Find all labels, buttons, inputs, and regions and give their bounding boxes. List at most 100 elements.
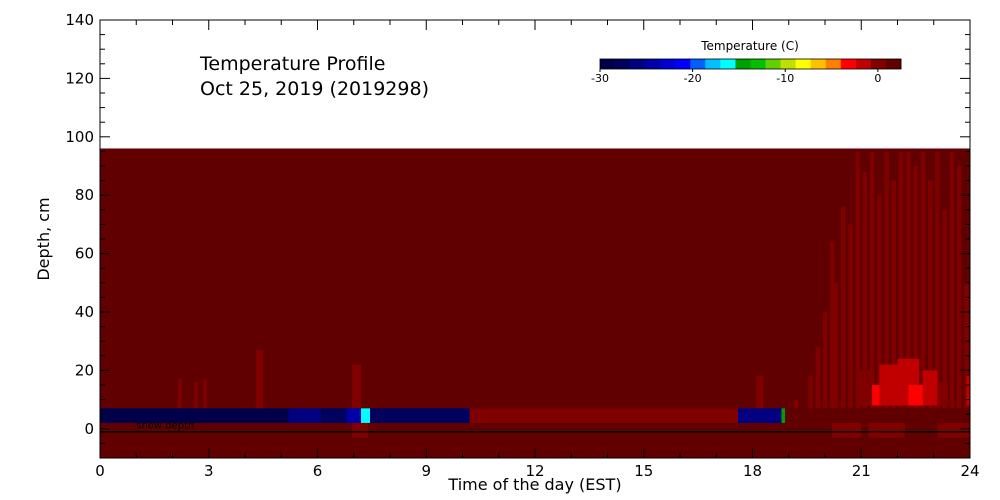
colorbar-swatch-4 (660, 59, 676, 69)
heatmap-column-7 (848, 224, 853, 409)
heatmap-patch-6 (937, 382, 949, 406)
heatmap-column-2 (815, 347, 820, 409)
colorbar-swatch-12 (780, 59, 796, 69)
surface-band-segment-2 (321, 408, 347, 423)
colorbar-swatch-2 (630, 59, 646, 69)
heatmap-spike-5 (756, 376, 764, 409)
heatmap-column-1 (808, 376, 813, 409)
heatmap-column-12 (884, 151, 889, 409)
heatmap-column-21 (949, 151, 955, 409)
surface-band-segment-1 (288, 408, 322, 423)
surface-band-segment-0 (100, 408, 289, 423)
heatmap-patch-7 (966, 376, 970, 406)
snow-depth-label: snow depth (136, 421, 194, 432)
x-tick-label-0: 0 (95, 462, 105, 480)
heatmap-spike-2 (203, 379, 207, 409)
chart-title-line-1: Temperature Profile (199, 53, 385, 75)
surface-band-segment-6 (469, 408, 738, 423)
x-axis-label: Time of the day (EST) (447, 475, 621, 494)
y-tick-label-5: 100 (65, 128, 94, 146)
x-tick-label-8: 24 (960, 462, 979, 480)
heatmap-spike-3 (255, 349, 264, 409)
colorbar-tick-label-1: -20 (684, 72, 702, 85)
colorbar-swatch-6 (690, 59, 706, 69)
heatmap-column-16 (913, 166, 918, 409)
x-tick-label-7: 21 (852, 462, 871, 480)
below-band-segment-0 (351, 422, 369, 438)
colorbar-swatch-8 (720, 59, 736, 69)
y-tick-label-7: 140 (65, 11, 94, 29)
x-tick-label-2: 6 (313, 462, 323, 480)
x-tick-label-5: 15 (634, 462, 653, 480)
y-axis-label: Depth, cm (34, 197, 53, 280)
colorbar-frame (599, 58, 902, 70)
colorbar-swatch-18 (870, 59, 887, 69)
x-tick-label-1: 3 (204, 462, 214, 480)
colorbar-swatch-5 (675, 59, 691, 69)
colorbar-tick-label-2: -10 (776, 72, 794, 85)
surface-band-segment-4 (361, 408, 371, 423)
heatmap-column-6 (840, 206, 846, 409)
x-tick-label-3: 9 (421, 462, 431, 480)
colorbar-tick-label-3: 0 (874, 72, 881, 85)
y-tick-label-1: 20 (75, 361, 94, 379)
heatmap-column-15 (906, 151, 911, 409)
axis-ticks: 0 3 6 9 12 15 18 21 24 0 20 40 60 80 100 120 140 (65, 11, 979, 480)
colorbar-swatch-3 (645, 59, 661, 69)
heatmap-column-0 (793, 399, 799, 409)
heatmap-patch-4 (908, 385, 923, 406)
colorbar-ticks: -30 -20 -10 0 (591, 69, 881, 85)
colorbar-legend: Temperature (C) -30 -20 -10 0 (591, 39, 902, 85)
heatmap-patch-2 (879, 364, 898, 406)
chart-title: Temperature Profile Oct 25, 2019 (201929… (199, 53, 429, 100)
chart-title-line-2: Oct 25, 2019 (2019298) (200, 78, 429, 100)
colorbar-swatch-10 (750, 59, 766, 69)
y-tick-label-4: 80 (75, 186, 94, 204)
heatmap-column-23 (964, 282, 969, 409)
heatmap-patch-0 (857, 370, 873, 406)
y-tick-label-6: 120 (65, 69, 94, 87)
heatmap-patch-5 (922, 370, 938, 406)
colorbar-swatch-13 (795, 59, 811, 69)
heatmap-column-14 (898, 151, 904, 409)
x-tick-label-6: 18 (743, 462, 762, 480)
colorbar-swatches (600, 59, 902, 69)
heatmap-column-3 (822, 312, 828, 409)
heatmap-field (100, 148, 970, 459)
heatmap-patch-1 (872, 385, 883, 406)
colorbar-title: Temperature (C) (700, 39, 799, 53)
below-band-segment-1 (832, 422, 862, 438)
heatmap-column-10 (869, 151, 875, 409)
heatmap-spike-4 (351, 364, 361, 409)
heatmap-column-18 (927, 180, 933, 409)
heatmap-column-17 (920, 151, 926, 409)
surface-band-segment-7 (738, 408, 782, 423)
surface-band-segment-8 (781, 408, 786, 423)
y-tick-label-0: 0 (84, 420, 94, 438)
colorbar-swatch-11 (765, 59, 781, 69)
colorbar-swatch-17 (855, 59, 872, 69)
heatmap-column-5 (833, 282, 839, 409)
colorbar-swatch-16 (840, 59, 857, 69)
colorbar-tick-label-0: -30 (591, 72, 609, 85)
heatmap-column-11 (877, 195, 882, 409)
colorbar-swatch-19 (885, 59, 902, 69)
heatmap-column-13 (891, 180, 897, 409)
heatmap-column-19 (935, 151, 940, 409)
colorbar-swatch-1 (615, 59, 631, 69)
below-band-segment-3 (937, 422, 970, 438)
heatmap-column-22 (956, 166, 962, 409)
heatmap-column-4 (830, 241, 835, 409)
heatmap-spike-0 (177, 379, 182, 409)
colorbar-swatch-14 (810, 59, 827, 69)
below-band-segment-2 (868, 422, 905, 438)
y-tick-label-2: 40 (75, 303, 94, 321)
colorbar-swatch-15 (825, 59, 842, 69)
colorbar-swatch-7 (705, 59, 721, 69)
heatmap-column-20 (942, 209, 947, 409)
x-tick-label-4: 12 (525, 462, 544, 480)
heatmap-column-8 (855, 151, 860, 409)
y-tick-label-3: 60 (75, 245, 94, 263)
snow-depth-layer: snow depth (100, 421, 970, 433)
